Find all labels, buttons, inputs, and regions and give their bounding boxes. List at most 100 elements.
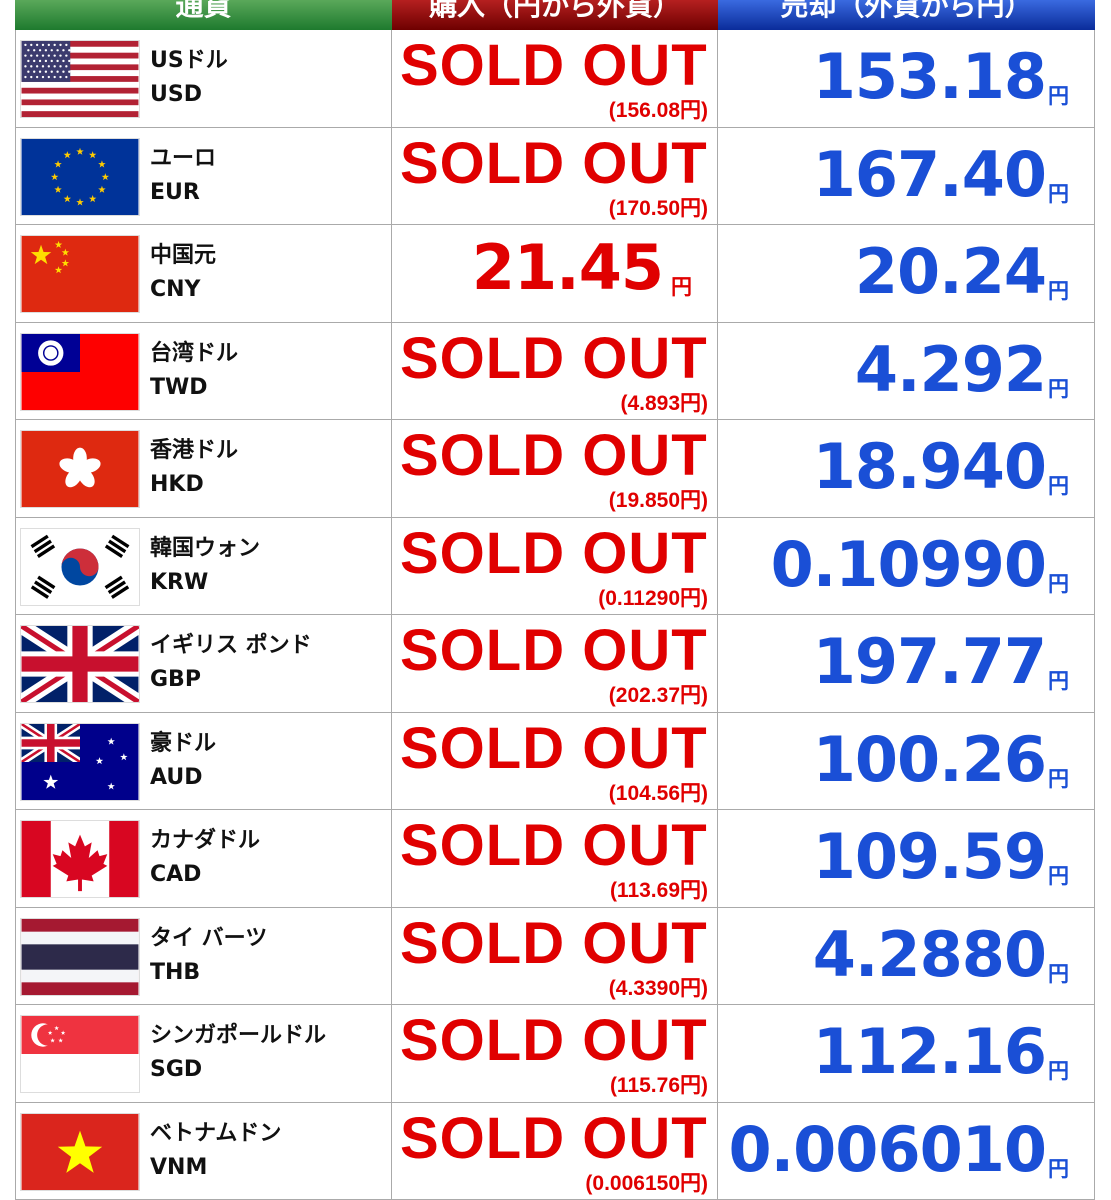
buy-cell bbox=[392, 30, 718, 128]
currency-name: カナダドル bbox=[150, 828, 261, 853]
sell-cell bbox=[718, 907, 1095, 1005]
sell-cell bbox=[718, 1005, 1095, 1103]
currency-cell bbox=[15, 810, 392, 908]
flag-image bbox=[17, 619, 143, 709]
flag bbox=[20, 332, 140, 411]
sell-rate: 197.77 bbox=[812, 625, 1047, 698]
sell-cell bbox=[718, 127, 1095, 225]
buy-cell bbox=[392, 517, 718, 615]
currency-cell bbox=[15, 907, 392, 1005]
currency-code: USD bbox=[150, 82, 202, 107]
sold-out: SOLD OUT bbox=[400, 813, 708, 878]
buy-cell bbox=[392, 810, 718, 908]
currency-name: シンガポールドル bbox=[150, 1023, 327, 1048]
sell-cell bbox=[718, 810, 1095, 908]
flag-image bbox=[20, 40, 140, 118]
buy-cell bbox=[392, 322, 718, 420]
currency-code: CNY bbox=[150, 277, 201, 302]
buy-rate: 21.45 bbox=[471, 231, 664, 304]
currency-cell bbox=[15, 30, 392, 128]
sell-rate: 0.10990 bbox=[770, 527, 1047, 601]
sold-out: SOLD OUT bbox=[400, 423, 708, 488]
buy-cell bbox=[392, 712, 718, 810]
currency-cell bbox=[15, 1005, 392, 1103]
currency-cell bbox=[15, 517, 392, 615]
buy-unit: 円 bbox=[671, 275, 692, 299]
currency-code: HKD bbox=[150, 472, 204, 497]
currency-cell bbox=[15, 322, 392, 420]
flag bbox=[20, 137, 140, 216]
currency-code: GBP bbox=[150, 667, 201, 692]
sell-cell bbox=[718, 30, 1095, 128]
currency-code: AUD bbox=[150, 764, 203, 790]
currency-code: VNM bbox=[150, 1154, 208, 1180]
flag-image bbox=[20, 917, 140, 996]
flag bbox=[20, 430, 140, 508]
sell-unit: 円 bbox=[1048, 376, 1069, 401]
currency-name: USドル bbox=[150, 48, 228, 73]
buy-cell bbox=[392, 420, 718, 518]
sell-unit: 円 bbox=[1048, 84, 1069, 108]
currency-cell bbox=[15, 225, 392, 323]
flag-image bbox=[20, 137, 140, 216]
sold-out: SOLD OUT bbox=[400, 130, 708, 196]
flag bbox=[20, 235, 140, 313]
sell-cell bbox=[718, 615, 1095, 713]
currency-name: イギリス ポンド bbox=[150, 633, 312, 658]
flag bbox=[20, 1015, 140, 1093]
flag bbox=[20, 917, 140, 996]
currency-name: タイ バーツ bbox=[150, 925, 268, 951]
buy-reference: (202.37円) bbox=[608, 684, 708, 707]
sold-out: SOLD OUT bbox=[400, 325, 708, 391]
sell-cell bbox=[718, 517, 1095, 615]
sell-rate: 18.940 bbox=[812, 430, 1047, 503]
currency-code: TWD bbox=[150, 374, 208, 400]
currency-cell bbox=[15, 615, 392, 713]
buy-reference: (156.08円) bbox=[608, 99, 708, 122]
sell-unit: 円 bbox=[1048, 474, 1069, 498]
currency-code: EUR bbox=[150, 179, 200, 205]
sell-cell bbox=[718, 420, 1095, 518]
currency-name: ユーロ bbox=[150, 145, 217, 171]
sold-out: SOLD OUT bbox=[400, 715, 708, 781]
buy-reference: (4.893円) bbox=[620, 391, 708, 415]
currency-cell bbox=[15, 420, 392, 518]
sell-unit: 円 bbox=[1048, 864, 1069, 888]
header-buy: 購入（円から外貨） bbox=[392, 0, 718, 30]
sell-rate: 4.2880 bbox=[812, 917, 1047, 991]
sell-rate: 100.26 bbox=[812, 722, 1047, 796]
flag-image bbox=[20, 332, 140, 411]
flag-image bbox=[20, 527, 140, 606]
currency-name: 中国元 bbox=[150, 243, 217, 268]
buy-cell bbox=[392, 907, 718, 1005]
buy-reference: (113.69円) bbox=[609, 879, 708, 902]
flag-image bbox=[20, 1112, 140, 1191]
currency-cell bbox=[15, 127, 392, 225]
flag bbox=[20, 820, 140, 898]
sell-unit: 円 bbox=[1048, 181, 1069, 206]
sold-out: SOLD OUT bbox=[400, 618, 708, 683]
sell-unit: 円 bbox=[1048, 766, 1069, 791]
currency-name: 香港ドル bbox=[150, 438, 239, 463]
sold-out: SOLD OUT bbox=[400, 1008, 708, 1073]
sell-cell bbox=[718, 225, 1095, 323]
flag bbox=[20, 527, 140, 606]
flag bbox=[20, 1112, 140, 1191]
flag bbox=[20, 722, 140, 801]
header-sell: 売却（外貨から円） bbox=[718, 0, 1095, 30]
sell-unit: 円 bbox=[1048, 1156, 1069, 1181]
currency-name: 豪ドル bbox=[150, 730, 217, 756]
sell-cell bbox=[718, 322, 1095, 420]
sell-unit: 円 bbox=[1048, 279, 1069, 303]
sell-rate: 20.24 bbox=[854, 235, 1047, 308]
sold-out: SOLD OUT bbox=[400, 33, 708, 98]
flag-image bbox=[20, 235, 140, 313]
sell-rate: 4.292 bbox=[854, 332, 1047, 406]
sell-unit: 円 bbox=[1048, 961, 1069, 986]
flag bbox=[17, 619, 143, 709]
currency-code: THB bbox=[150, 959, 201, 985]
buy-cell bbox=[392, 225, 718, 323]
flag-image bbox=[20, 1015, 140, 1093]
sell-unit: 円 bbox=[1048, 1059, 1069, 1083]
